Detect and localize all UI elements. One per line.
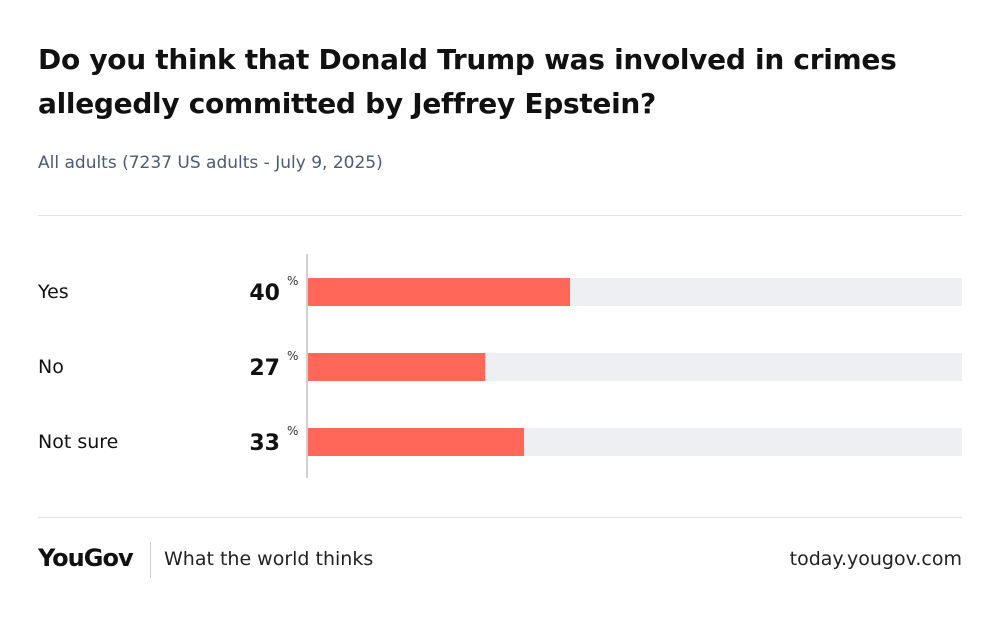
bar-no[interactable] — [308, 353, 485, 381]
chart-title: Do you think that Donald Trump was invol… — [38, 43, 897, 120]
top-divider — [38, 215, 962, 216]
baseline-axis — [306, 254, 308, 478]
bar-track — [308, 428, 962, 456]
unit-label: % — [287, 274, 299, 288]
bar-not-sure[interactable] — [308, 428, 524, 456]
bar-track — [308, 353, 962, 381]
value-label: 33 — [249, 431, 280, 456]
bar-row-yes: Yes 40% — [0, 274, 1000, 306]
bar-row-no: No 27% — [0, 349, 1000, 381]
category-label: No — [38, 356, 64, 378]
bar-row-not-sure: Not sure 33% — [0, 424, 1000, 456]
category-label: Yes — [38, 281, 69, 303]
yougov-logo[interactable]: YouGov — [38, 544, 134, 572]
value-label: 40 — [249, 281, 280, 306]
category-label: Not sure — [38, 431, 119, 453]
footer-tagline: What the world thinks — [164, 548, 374, 570]
bar-track — [308, 278, 962, 306]
unit-label: % — [287, 424, 299, 438]
footer-divider — [150, 542, 151, 578]
chart-subtitle: All adults (7237 US adults - July 9, 202… — [38, 153, 383, 173]
bottom-divider — [38, 517, 962, 518]
bar-yes[interactable] — [308, 278, 570, 306]
footer-site-link[interactable]: today.yougov.com — [789, 548, 962, 570]
unit-label: % — [287, 349, 299, 363]
value-label: 27 — [249, 356, 280, 381]
